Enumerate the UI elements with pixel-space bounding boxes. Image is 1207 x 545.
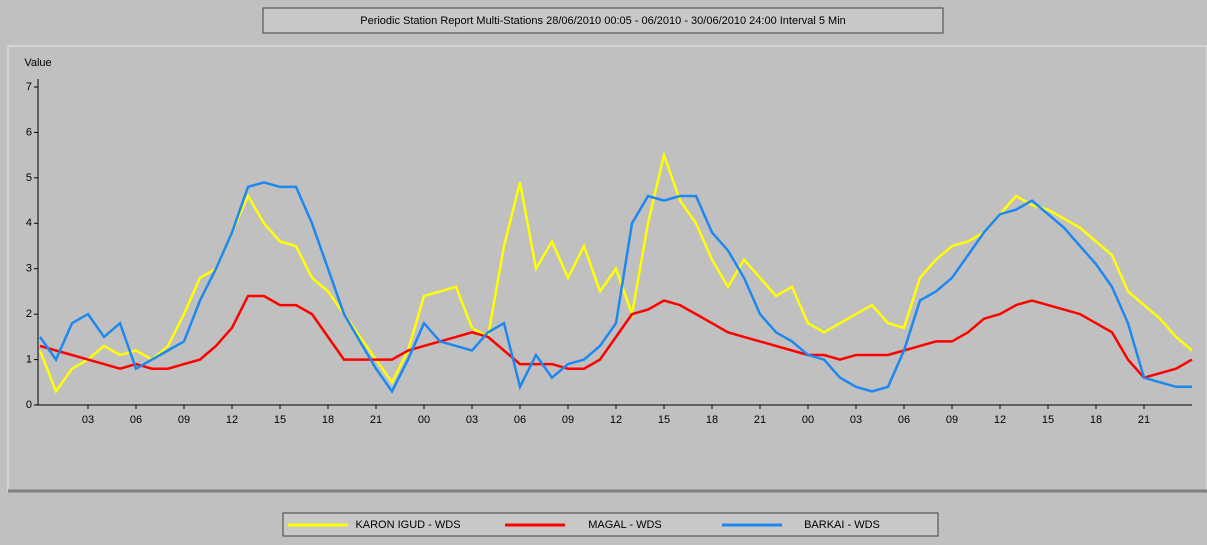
- x-tick-label: 09: [562, 414, 574, 426]
- x-tick-label: 21: [754, 414, 766, 426]
- x-tick-label: 12: [610, 414, 622, 426]
- chart-title: Periodic Station Report Multi-Stations 2…: [360, 15, 846, 27]
- x-tick-label: 00: [418, 414, 430, 426]
- x-tick-label: 00: [802, 414, 814, 426]
- x-tick-label: 21: [1138, 414, 1150, 426]
- y-tick-label: 5: [26, 172, 32, 184]
- legend-label: BARKAI - WDS: [804, 519, 880, 531]
- y-tick-label: 4: [26, 217, 32, 229]
- y-tick-label: 3: [26, 263, 32, 275]
- title-box: [262, 7, 944, 34]
- series-line: [38, 181, 1192, 394]
- legend-label: KARON IGUD - WDS: [355, 519, 460, 531]
- y-axis-label: Value: [24, 57, 51, 69]
- legend-label: MAGAL - WDS: [588, 519, 662, 531]
- y-tick-label: 2: [26, 308, 32, 320]
- x-tick-label: 12: [226, 414, 238, 426]
- x-tick-label: 03: [82, 414, 94, 426]
- x-tick-label: 15: [658, 414, 670, 426]
- x-tick-label: 09: [946, 414, 958, 426]
- x-tick-label: 18: [322, 414, 334, 426]
- x-tick-label: 21: [370, 414, 382, 426]
- x-tick-label: 06: [130, 414, 142, 426]
- x-tick-label: 15: [274, 414, 286, 426]
- x-tick-label: 15: [1042, 414, 1054, 426]
- y-tick-label: 7: [26, 81, 32, 93]
- x-tick-label: 18: [1090, 414, 1102, 426]
- x-tick-label: 03: [466, 414, 478, 426]
- series-line: [39, 294, 1193, 380]
- x-tick-label: 06: [514, 414, 526, 426]
- y-tick-label: 0: [26, 399, 32, 411]
- plot-panel: [7, 45, 1207, 492]
- x-tick-label: 09: [178, 414, 190, 426]
- y-tick-label: 1: [26, 353, 32, 365]
- x-tick-label: 12: [994, 414, 1006, 426]
- y-tick-label: 6: [26, 126, 32, 138]
- x-tick-label: 03: [850, 414, 862, 426]
- legend: [282, 512, 939, 537]
- x-tick-label: 18: [706, 414, 718, 426]
- x-tick-label: 06: [898, 414, 910, 426]
